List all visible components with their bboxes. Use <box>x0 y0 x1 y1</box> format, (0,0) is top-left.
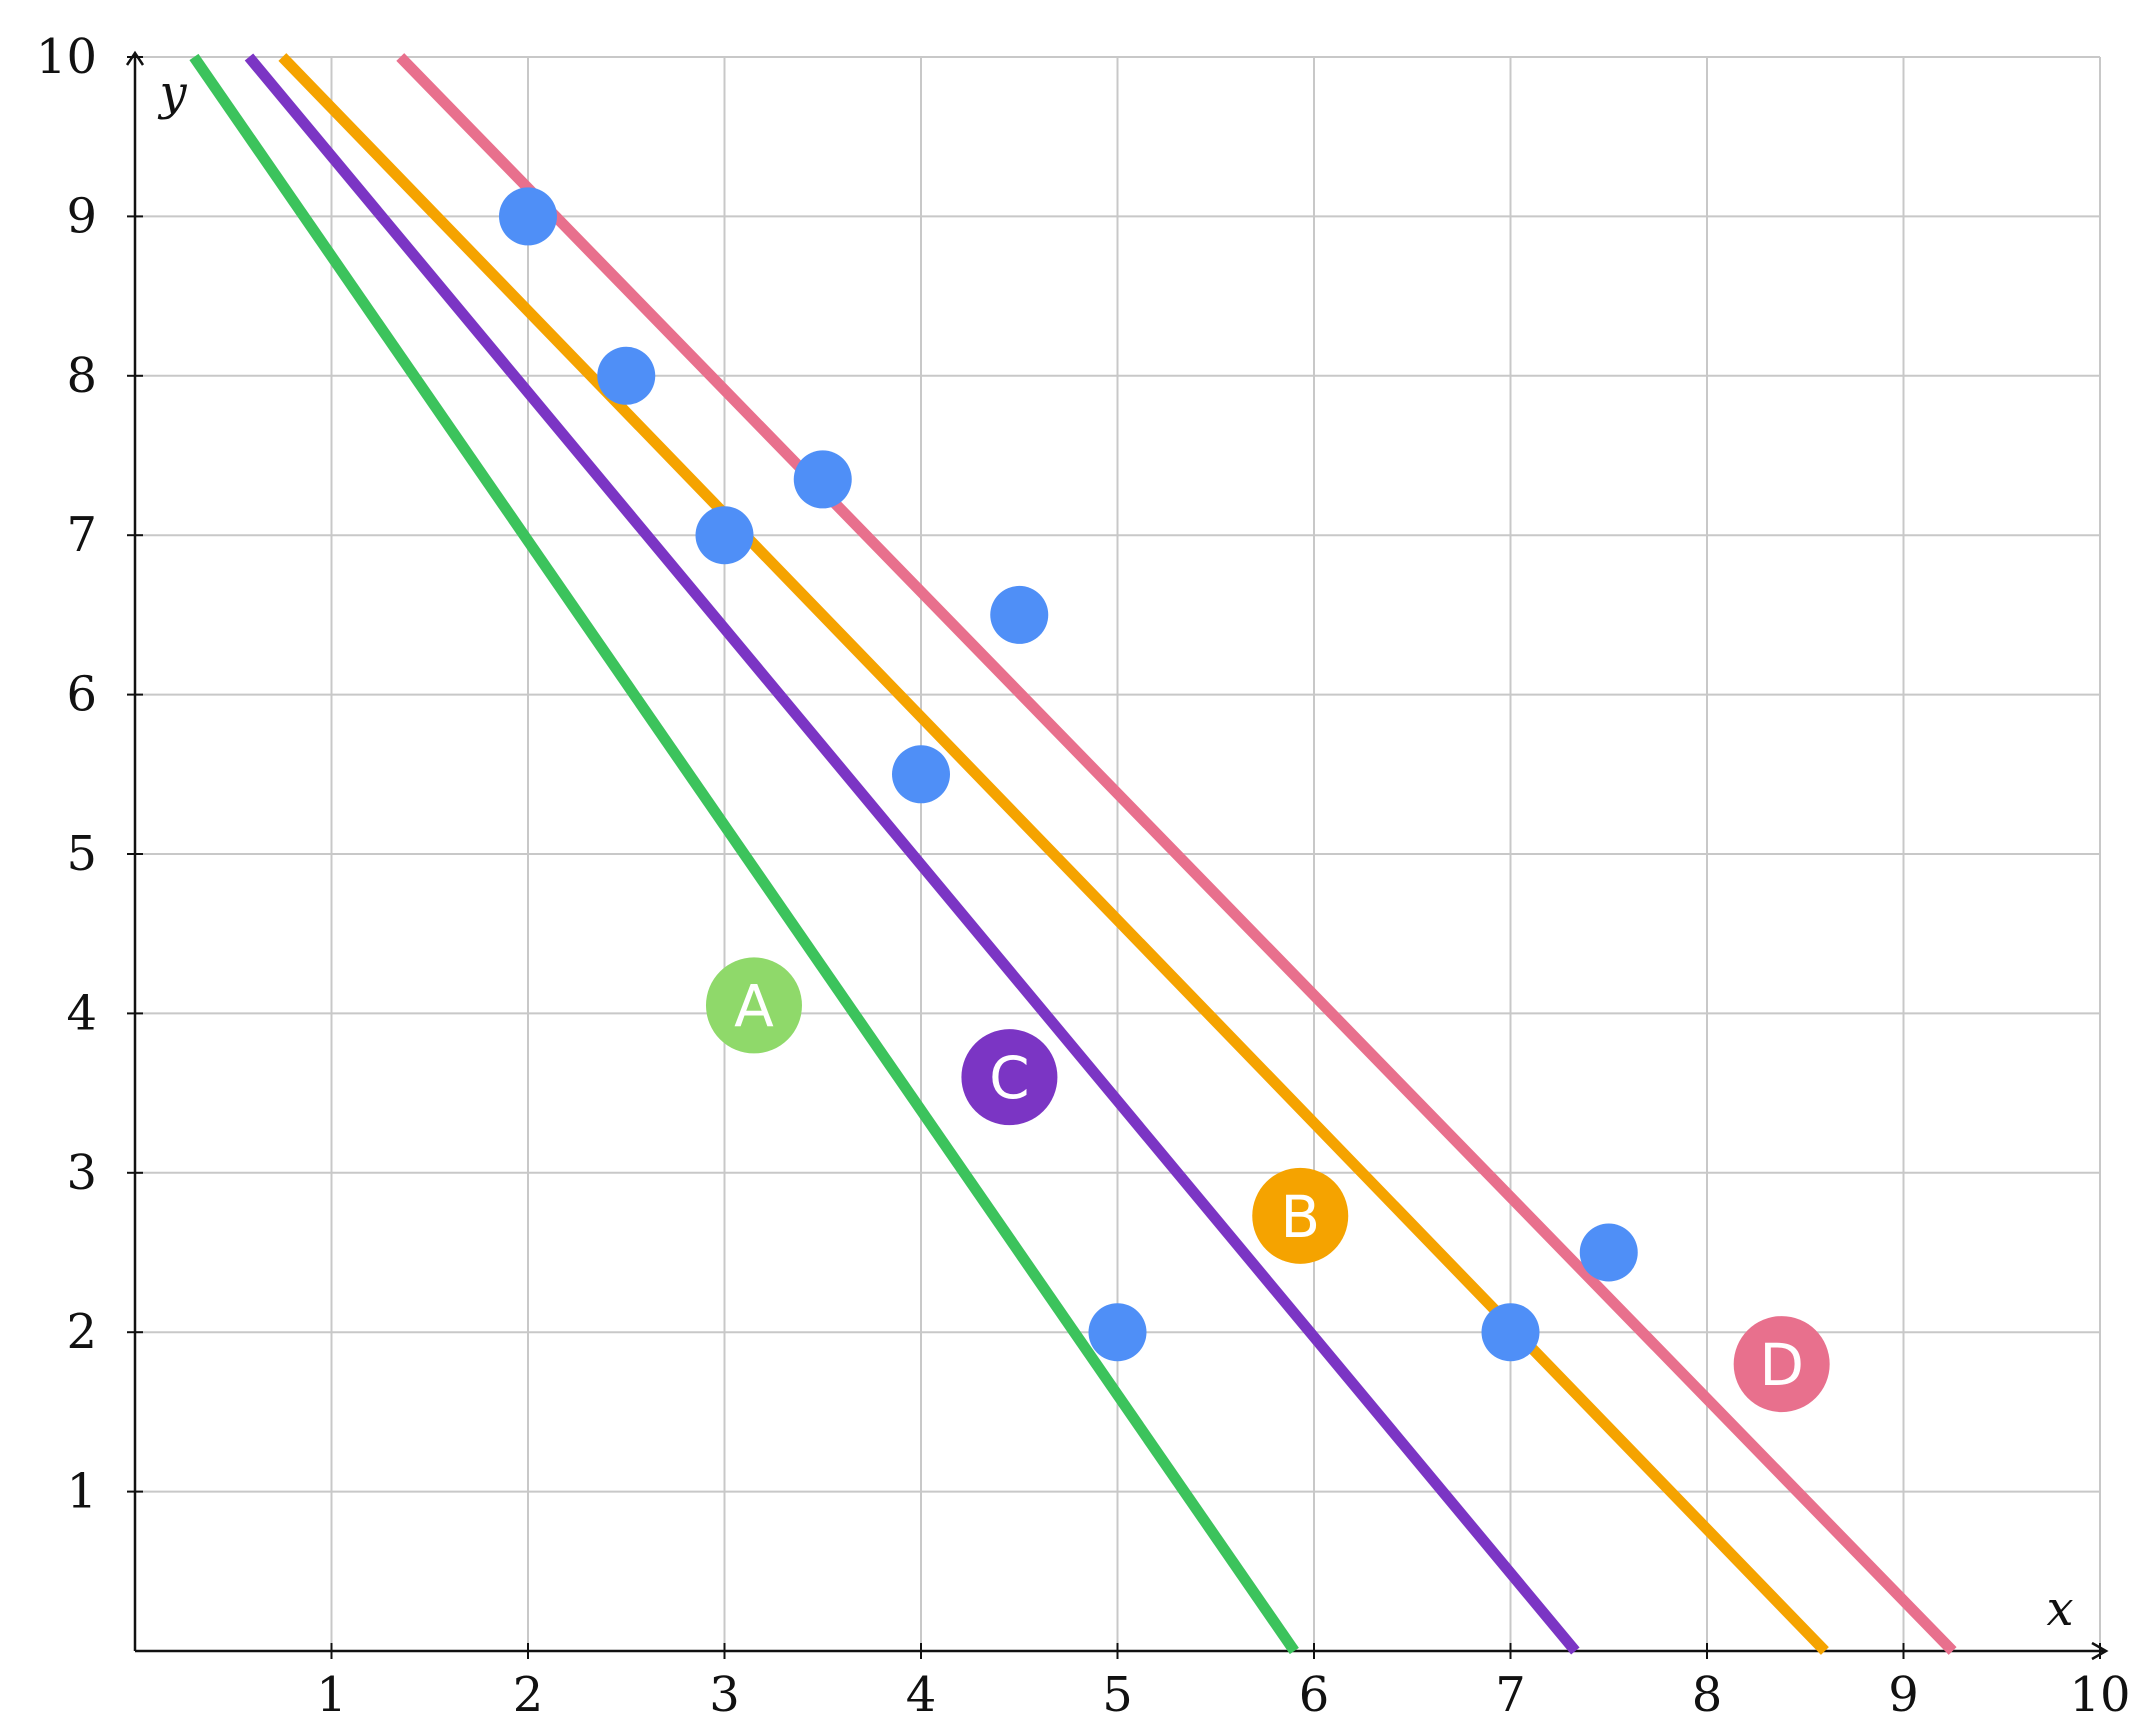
x-tick-label: 8 <box>1692 1667 1723 1723</box>
data-point <box>1088 1303 1147 1362</box>
x-tick-label: 1 <box>316 1667 347 1723</box>
x-tick-label: 2 <box>513 1667 544 1723</box>
y-axis-label: y <box>157 65 187 121</box>
x-tick-label: 5 <box>1102 1667 1133 1723</box>
fit-line-d <box>396 53 1957 1655</box>
y-tick-label: 2 <box>66 1304 97 1360</box>
data-point <box>695 506 754 565</box>
y-tick-label: 5 <box>66 826 97 882</box>
x-tick-label: 10 <box>2069 1667 2130 1723</box>
x-tick-label: 4 <box>906 1667 937 1723</box>
y-tick-label: 10 <box>36 29 97 85</box>
line-badge-label: C <box>989 1044 1030 1112</box>
y-tick-label: 6 <box>66 667 97 723</box>
x-tick-label: 3 <box>709 1667 740 1723</box>
data-point <box>793 450 852 509</box>
y-tick-label: 3 <box>66 1145 97 1201</box>
data-point <box>1481 1303 1540 1362</box>
y-tick-label: 1 <box>66 1464 97 1520</box>
data-point <box>597 346 656 405</box>
fit-line-a <box>189 53 1299 1655</box>
line-badge-circle <box>1252 1167 1349 1264</box>
data-points <box>499 187 1638 1362</box>
line-badge-d: D <box>1733 1316 1830 1413</box>
line-badge-circle <box>705 957 802 1054</box>
data-point <box>1579 1223 1638 1282</box>
tick-labels: 1 2 3 4 5 6 7 8 9 10 1 2 3 4 5 6 7 8 9 10 <box>36 29 2131 1723</box>
fit-line-c <box>244 53 1580 1655</box>
fit-lines <box>189 53 1957 1655</box>
x-tick-label: 6 <box>1299 1667 1330 1723</box>
x-axis-arrow <box>2091 1641 2109 1661</box>
line-badge-c: C <box>961 1029 1058 1126</box>
y-tick-label: 7 <box>66 507 97 563</box>
data-point <box>499 187 557 246</box>
y-tick-label: 9 <box>66 188 97 244</box>
line-badge-circle <box>1733 1316 1830 1413</box>
y-axis-arrow <box>125 50 145 66</box>
fit-line-b <box>278 53 1829 1655</box>
data-point <box>990 585 1049 644</box>
line-badge-a: A <box>705 957 802 1054</box>
data-point <box>892 745 950 804</box>
line-badge-circle <box>961 1029 1058 1126</box>
line-badge-label: B <box>1280 1183 1320 1251</box>
x-axis-label: x <box>2046 1581 2073 1637</box>
x-tick-label: 7 <box>1495 1667 1526 1723</box>
line-labels: A B C D <box>705 957 1830 1413</box>
line-badge-label: A <box>734 972 774 1040</box>
y-tick-label: 4 <box>66 985 97 1041</box>
line-badge-label: D <box>1759 1331 1804 1399</box>
grid <box>135 56 2101 1651</box>
x-tick-label: 9 <box>1888 1667 1919 1723</box>
y-tick-label: 8 <box>66 348 97 404</box>
line-badge-b: B <box>1252 1167 1349 1264</box>
